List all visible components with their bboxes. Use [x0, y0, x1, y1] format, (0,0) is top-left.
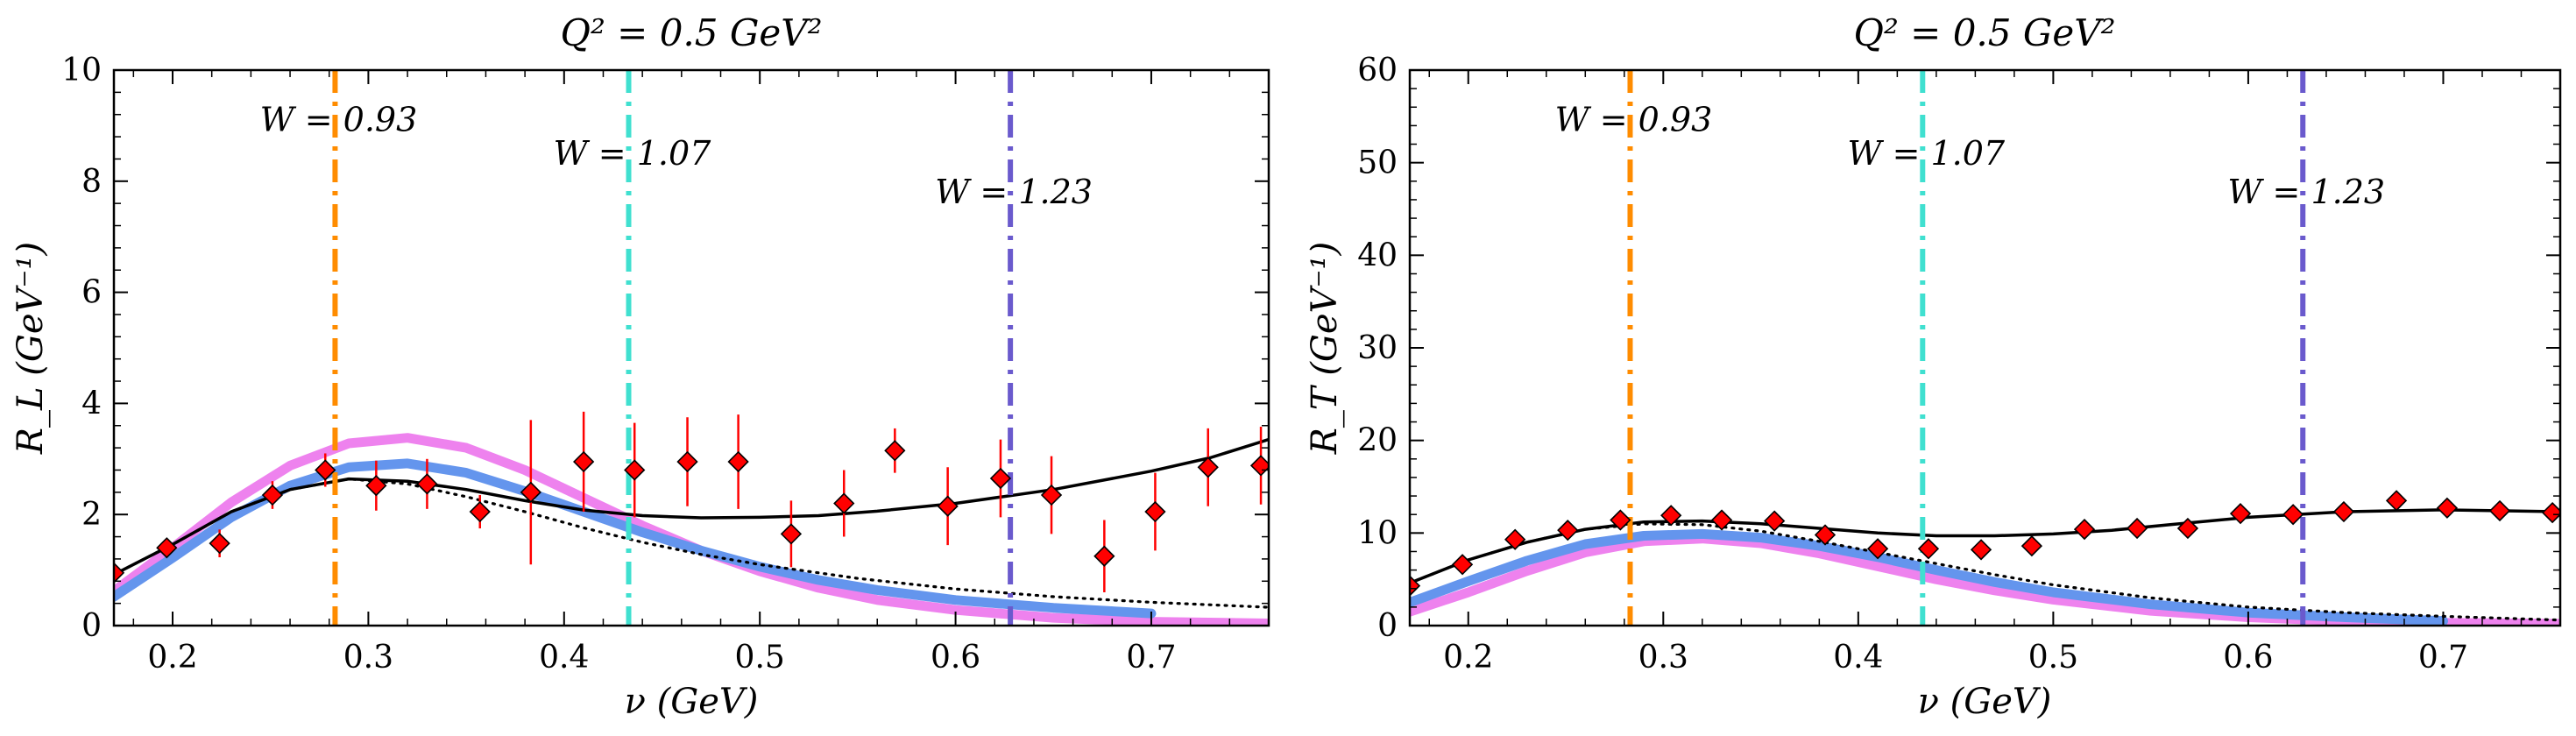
data-point: [1040, 484, 1063, 506]
data-point: [1504, 528, 1526, 550]
data-point: [1197, 456, 1219, 478]
series-dotted-line: [1410, 522, 2560, 622]
data-point: [1814, 524, 1836, 546]
data-point: [2541, 501, 2560, 524]
y-tick-label: 60: [1357, 53, 1398, 88]
x-tick-label: 0.7: [1126, 640, 1176, 676]
panel-rt: 0.2 0.3 0.4 0.5 0.6 0.7 0 10 20 30 40 50 60 W = 0.9…: [1305, 11, 2562, 722]
x-tick-label: 0.4: [539, 640, 589, 676]
data-point: [1451, 554, 1474, 576]
y-tick-labels: 0 2 4 6 8 10: [61, 53, 102, 644]
y-tick-label: 10: [1357, 515, 1398, 551]
plot-area: [1410, 70, 2560, 626]
y-tick-label: 40: [1357, 237, 1398, 273]
x-tick-labels: 0.2 0.3 0.4 0.5 0.6 0.7: [147, 640, 1176, 676]
data-point: [624, 459, 646, 481]
panel-rl: 0.2 0.3 0.4 0.5 0.6 0.7 0 2 4 6 8 10 W = 0.93 W = 1…: [11, 11, 1270, 722]
series-blue-line: [114, 458, 1157, 619]
data-point: [573, 450, 595, 473]
plot-area: [114, 70, 1269, 626]
data-point: [2282, 504, 2304, 526]
w-threshold-label: W = 1.23: [2227, 173, 2385, 211]
y-tick-label: 2: [81, 497, 102, 533]
data-point: [1764, 510, 1786, 532]
x-tick-label: 0.6: [931, 640, 980, 676]
x-tick-label: 0.2: [147, 640, 197, 676]
data-point: [1917, 538, 1940, 560]
data-point: [989, 467, 1012, 490]
w-threshold-label: W = 1.07: [554, 134, 711, 173]
data-point: [2176, 517, 2199, 540]
y-tick-label: 6: [81, 275, 102, 311]
x-tick-label: 0.2: [1443, 640, 1493, 676]
y-tick-label: 0: [1377, 608, 1398, 644]
data-point: [937, 495, 959, 517]
data-point: [2229, 503, 2252, 525]
data-point: [884, 440, 906, 462]
y-axis-label: R_L (GeV⁻¹): [11, 242, 51, 455]
data-point: [2126, 517, 2148, 540]
y-tick-labels: 0 10 20 30 40 50 60: [1357, 53, 1398, 644]
data-point: [727, 450, 749, 473]
data-point: [2436, 497, 2459, 519]
data-point: [1144, 500, 1166, 523]
y-tick-label: 4: [81, 386, 102, 421]
data-point: [2488, 499, 2511, 522]
data-point: [1866, 538, 1889, 560]
axes-frame: [112, 68, 1270, 627]
data-point: [156, 537, 178, 559]
data-point: [1610, 509, 1631, 531]
data-point: [833, 492, 855, 514]
data-point: [2020, 534, 2043, 557]
x-tick-label: 0.6: [2223, 640, 2273, 676]
chart-title: Q² = 0.5 GeV²: [561, 11, 823, 54]
w-threshold-label: W = 1.07: [1847, 134, 2005, 173]
data-point: [114, 562, 125, 584]
y-tick-label: 10: [61, 53, 102, 88]
data-point: [1557, 520, 1579, 541]
x-tick-labels: 0.2 0.3 0.4 0.5 0.6 0.7: [1443, 640, 2468, 676]
data-point: [1410, 575, 1421, 597]
data-point: [1660, 505, 1682, 527]
series-blue-line: [1410, 528, 2448, 626]
tick-marks: [1410, 69, 2560, 626]
x-tick-label: 0.3: [1638, 640, 1688, 676]
chart-title: Q² = 0.5 GeV²: [1854, 11, 2116, 54]
tick-marks: [114, 69, 1269, 626]
data-point: [780, 523, 803, 545]
y-tick-label: 20: [1357, 423, 1398, 459]
x-tick-label: 0.7: [2418, 640, 2468, 676]
data-point: [2073, 518, 2096, 541]
data-point: [416, 473, 438, 495]
y-tick-label: 50: [1357, 145, 1398, 181]
x-tick-label: 0.3: [343, 640, 393, 676]
data-point: [1970, 539, 1992, 561]
data-point: [209, 533, 230, 555]
data-point: [676, 450, 698, 473]
x-axis-label: ν (GeV): [625, 682, 759, 722]
y-tick-label: 0: [81, 608, 102, 644]
y-tick-label: 30: [1357, 330, 1398, 366]
y-tick-label: 8: [81, 164, 102, 200]
data-point: [469, 500, 491, 523]
annotations: W = 0.93 W = 1.07 W = 1.23: [260, 101, 1093, 211]
x-tick-label: 0.4: [1833, 640, 1883, 676]
data-point: [2332, 500, 2355, 523]
data-point: [315, 459, 336, 481]
w-threshold-label: W = 0.93: [260, 101, 418, 139]
data-point: [1093, 545, 1115, 567]
data-point: [520, 481, 541, 503]
x-tick-label: 0.5: [2028, 640, 2078, 676]
annotations: W = 0.93 W = 1.07 W = 1.23: [1555, 101, 2385, 211]
data-point: [261, 484, 284, 506]
w-threshold-label: W = 0.93: [1555, 101, 1713, 139]
x-axis-label: ν (GeV): [1918, 682, 2052, 722]
data-point: [1710, 509, 1733, 531]
data-point: [365, 475, 387, 497]
w-threshold-label: W = 1.23: [935, 173, 1093, 211]
y-axis-label: R_T (GeV⁻¹): [1305, 242, 1345, 455]
data-point: [2385, 490, 2408, 512]
x-tick-label: 0.5: [735, 640, 785, 676]
